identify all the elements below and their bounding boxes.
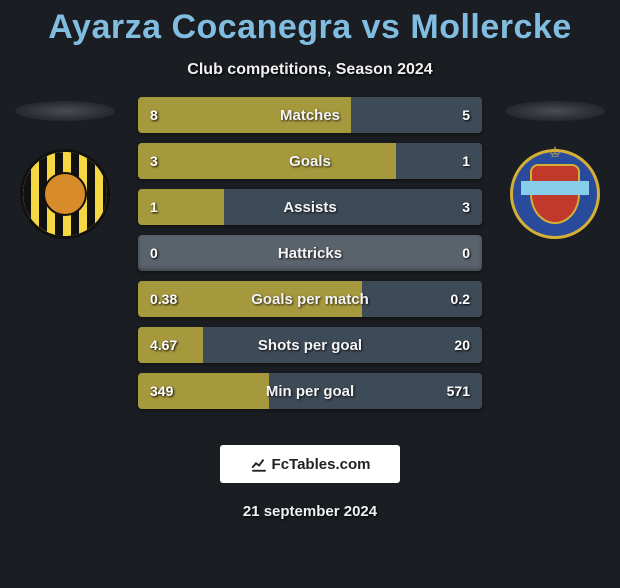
club-badge-left bbox=[20, 149, 110, 239]
stat-row: 4.6720Shots per goal bbox=[138, 327, 482, 363]
stats-column: 85Matches 31Goals 13Assists 00Hattricks 0.38… bbox=[130, 97, 490, 427]
badge-tiger-face bbox=[43, 172, 87, 216]
subtitle: Club competitions, Season 2024 bbox=[0, 61, 620, 79]
date-text: 21 september 2024 bbox=[0, 503, 620, 520]
stat-label: Goals bbox=[138, 153, 482, 170]
club-badge-right: ♔ bbox=[510, 149, 600, 239]
player-silhouette-placeholder bbox=[505, 101, 605, 121]
comparison-body: 85Matches 31Goals 13Assists 00Hattricks 0.38… bbox=[0, 97, 620, 427]
stat-row: 13Assists bbox=[138, 189, 482, 225]
stat-row: 349571Min per goal bbox=[138, 373, 482, 409]
stat-label: Matches bbox=[138, 107, 482, 124]
player-silhouette-placeholder bbox=[15, 101, 115, 121]
stat-label: Min per goal bbox=[138, 383, 482, 400]
badge-stripe bbox=[521, 181, 588, 195]
right-player-column: ♔ bbox=[490, 97, 620, 427]
chart-icon bbox=[250, 455, 268, 473]
stat-label: Goals per match bbox=[138, 291, 482, 308]
stat-row: 31Goals bbox=[138, 143, 482, 179]
page-title: Ayarza Cocanegra vs Mollercke bbox=[0, 8, 620, 47]
stat-label: Shots per goal bbox=[138, 337, 482, 354]
brand-label: FcTables.com bbox=[272, 456, 371, 473]
stat-row: 00Hattricks bbox=[138, 235, 482, 271]
left-player-column bbox=[0, 97, 130, 427]
crown-icon: ♔ bbox=[549, 144, 562, 161]
stat-label: Hattricks bbox=[138, 245, 482, 262]
fctables-watermark: FcTables.com bbox=[220, 445, 400, 483]
stat-row: 85Matches bbox=[138, 97, 482, 133]
stat-label: Assists bbox=[138, 199, 482, 216]
stat-row: 0.380.2Goals per match bbox=[138, 281, 482, 317]
